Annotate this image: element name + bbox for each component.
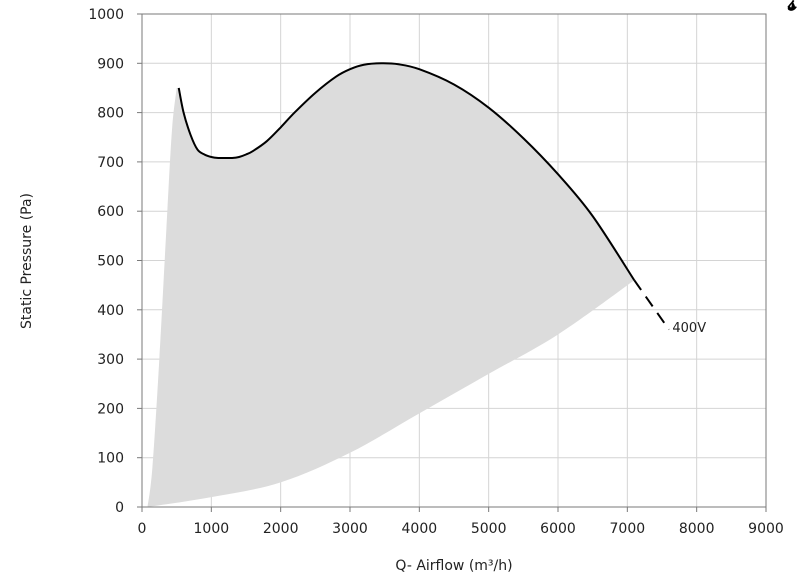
y-tick-label: 400 [97,303,124,319]
cropped-mark: 𝓼 [787,0,797,16]
y-tick-label: 300 [97,352,124,368]
x-tick-label: 5000 [471,521,507,537]
x-tick-label: 6000 [540,521,576,537]
y-tick-label: 600 [97,204,124,220]
x-axis-label: Q- Airflow (m³/h) [395,558,512,574]
x-tick-label: 7000 [610,521,646,537]
series-line-400v-extension [633,279,670,331]
x-tick-label: 3000 [332,521,368,537]
x-tick-label: 4000 [402,521,438,537]
x-tick-label: 8000 [679,521,715,537]
y-tick-label: 0 [115,500,124,516]
series-label-400v: 400V [672,321,706,336]
y-axis-label: Static Pressure (Pa) [19,193,35,329]
y-tick-label: 500 [97,254,124,270]
y-tick-label: 800 [97,106,124,122]
x-tick-label: 9000 [748,521,784,537]
x-tick-label: 2000 [263,521,299,537]
x-tick-label: 0 [138,521,147,537]
series-line-400v [177,62,636,281]
y-tick-label: 200 [97,401,124,417]
y-tick-label: 1000 [88,7,124,23]
x-tick-label: 1000 [194,521,230,537]
axis-ticks: 0 1000 2000 3000 4000 5000 6000 7000 8000 9000 0 10… [88,7,783,537]
y-tick-label: 100 [97,451,124,467]
operating-region [147,63,635,507]
y-tick-label: 700 [97,155,124,171]
y-tick-label: 900 [97,56,124,72]
